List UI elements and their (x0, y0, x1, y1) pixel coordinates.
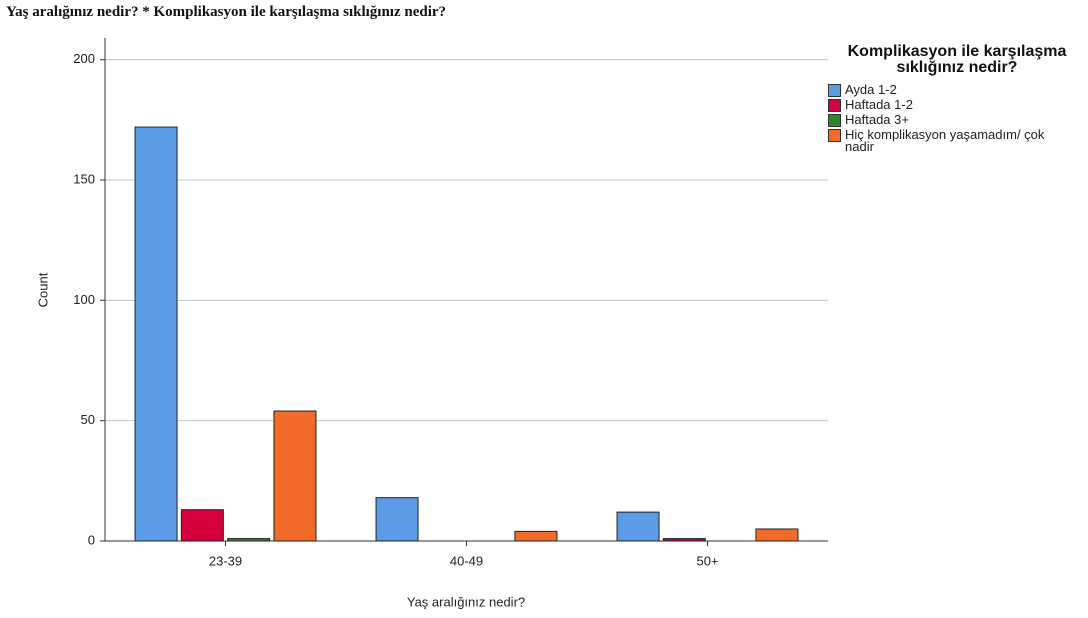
legend: Komplikasyon ile karşılaşma sıklığınız n… (828, 44, 1084, 153)
legend-label: Haftada 3+ (845, 112, 909, 127)
legend-items: Ayda 1-2 Haftada 1-2 Haftada 3+ Hiç komplik… (828, 82, 1084, 154)
y-axis-label: Count (35, 272, 50, 307)
y-tick-label: 200 (73, 51, 95, 66)
y-tick-label: 150 (73, 171, 95, 186)
legend-item: Hiç komplikasyon yaşamadım/ çok nadir (828, 127, 1084, 154)
x-axis-label: Yaş aralığınız nedir? (407, 594, 525, 609)
y-tick-label: 0 (88, 532, 95, 547)
bar (180, 509, 224, 542)
bar (755, 528, 799, 542)
legend-swatch (828, 99, 841, 112)
bar (227, 538, 271, 542)
bar (616, 511, 660, 542)
legend-item: Ayda 1-2 (828, 82, 1084, 97)
chart-title: Yaş aralığınız nedir? * Komplikasyon ile… (6, 4, 447, 20)
legend-swatch (828, 114, 841, 127)
y-tick-label: 50 (81, 412, 95, 427)
x-tick-label: 40-49 (450, 553, 483, 568)
legend-item: Haftada 1-2 (828, 97, 1084, 112)
bar (375, 497, 419, 542)
legend-title: Komplikasyon ile karşılaşma sıklığınız n… (847, 43, 1067, 76)
bar (134, 126, 178, 542)
legend-label: Haftada 1-2 (845, 97, 913, 112)
legend-item: Haftada 3+ (828, 112, 1084, 127)
x-tick-label: 50+ (696, 553, 718, 568)
legend-swatch (828, 129, 841, 142)
y-tick-label: 100 (73, 292, 95, 307)
legend-swatch (828, 84, 841, 97)
x-tick-label: 23-39 (209, 553, 242, 568)
legend-label: Hiç komplikasyon yaşamadım/ çok nadir (845, 127, 1045, 154)
bar (273, 410, 317, 542)
legend-label: Ayda 1-2 (845, 82, 897, 97)
bar (662, 538, 706, 542)
bar (514, 530, 558, 542)
